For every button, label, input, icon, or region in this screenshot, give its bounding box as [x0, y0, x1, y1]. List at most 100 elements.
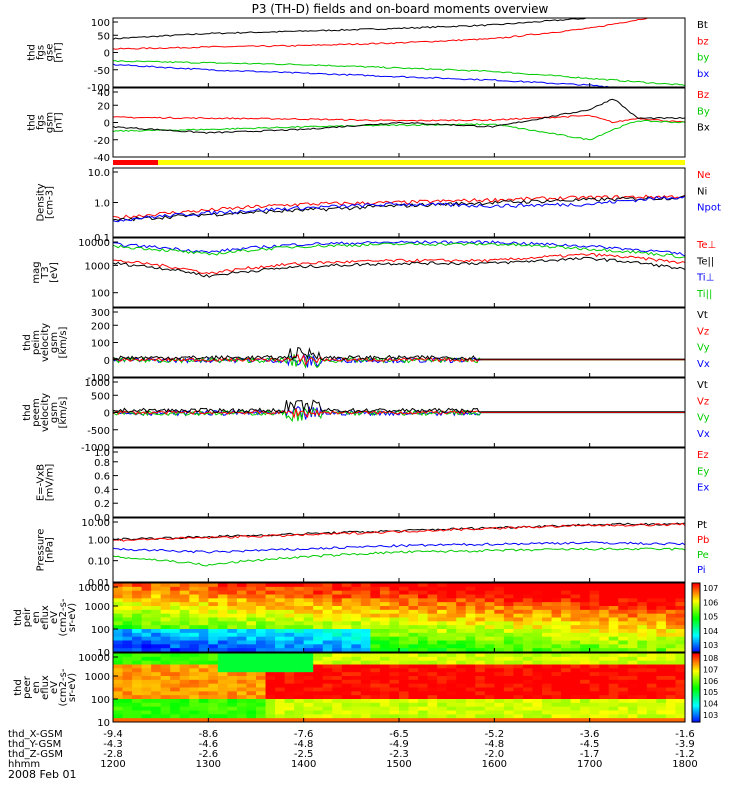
panel-frame: [112, 307, 686, 378]
heatmap-cell: [246, 695, 257, 700]
heatmap-cell: [675, 648, 685, 652]
heatmap-cell: [437, 598, 448, 603]
heatmap-cell: [303, 702, 314, 708]
heatmap-cell: [236, 609, 248, 615]
heatmap-cell: [608, 672, 619, 677]
heatmap-cell: [522, 613, 534, 619]
heatmap-cell: [627, 629, 638, 634]
heatmap-cell: [513, 702, 524, 708]
heatmap-cell: [561, 609, 572, 615]
heatmap-cell: [227, 632, 238, 638]
heatmap-cell: [389, 664, 400, 669]
heatmap-cell: [389, 718, 400, 722]
heatmap-cell: [151, 672, 162, 677]
colorbar-cell: [692, 701, 700, 704]
colorbar-cell: [692, 690, 700, 694]
heatmap-cell: [446, 606, 457, 611]
heatmap-cell: [217, 590, 228, 596]
heatmap-cell: [618, 629, 629, 634]
heatmap-cell: [275, 718, 286, 722]
colorbar-cell: [692, 677, 700, 680]
colorbar-cell: [692, 615, 700, 619]
heatmap-cell: [475, 629, 486, 634]
heatmap-cell: [542, 706, 553, 712]
heatmap-cell: [627, 676, 638, 681]
x-col-value: -2.8: [103, 749, 123, 760]
y-axis-label-line: thd: [22, 404, 33, 421]
colorbar-tick-label: 103: [703, 641, 718, 650]
heatmap-cell: [141, 664, 152, 669]
heatmap-cell: [675, 672, 685, 677]
heatmap-cell: [341, 648, 352, 652]
heatmap-cell: [360, 632, 371, 638]
heatmap-cell: [313, 602, 324, 607]
heatmap-cell: [198, 625, 209, 630]
heatmap-cell: [418, 672, 429, 677]
heatmap-cell: [275, 648, 286, 652]
heatmap-cell: [675, 664, 685, 669]
heatmap-cell: [113, 629, 124, 634]
heatmap-cell: [656, 672, 667, 677]
heatmap-cell: [399, 648, 410, 652]
heatmap-cell: [322, 632, 333, 638]
heatmap-cell: [580, 583, 591, 588]
heatmap-cell: [332, 718, 343, 722]
x-col-value: -4.5: [580, 739, 600, 750]
heatmap-cell: [551, 656, 562, 662]
heatmap-cell: [513, 660, 524, 666]
heatmap-cell: [408, 586, 419, 592]
heatmap-cell: [580, 714, 591, 719]
heatmap-cell: [379, 679, 391, 685]
heatmap-cell: [551, 695, 562, 700]
heatmap-cell: [208, 590, 219, 596]
heatmap-cell: [189, 590, 200, 596]
heatmap-cell: [418, 586, 429, 592]
heatmap-cell: [532, 683, 543, 689]
heatmap-cell: [446, 644, 457, 649]
heatmap-cell: [589, 695, 600, 700]
heatmap-cell: [551, 594, 562, 599]
heatmap-cell: [437, 625, 448, 630]
heatmap-cell: [284, 586, 295, 592]
heatmap-cell: [599, 699, 610, 704]
heatmap-cell: [189, 683, 200, 689]
heatmap-cell: [646, 613, 657, 619]
heatmap-cell: [160, 636, 171, 642]
y-axis-label: E=-VxB[mV/m]: [36, 464, 56, 502]
heatmap-cell: [179, 679, 190, 685]
heatmap-cell: [265, 640, 276, 645]
heatmap-cell: [503, 590, 514, 596]
heatmap-cell: [551, 583, 562, 588]
heatmap-cell: [246, 590, 257, 596]
heatmap-cell: [132, 583, 143, 588]
heatmap-cell: [360, 598, 371, 603]
colorbar-cell: [692, 711, 700, 714]
heatmap-cell: [665, 640, 677, 645]
heatmap-cell: [532, 664, 543, 669]
heatmap-cell: [217, 653, 228, 658]
y-axis-label-line: Density: [36, 183, 47, 221]
heatmap-cell: [646, 606, 657, 611]
heatmap-cell: [418, 699, 429, 704]
heatmap-cell: [170, 664, 181, 669]
heatmap-cell: [646, 629, 657, 634]
legend-Vy: Vy: [697, 413, 710, 424]
heatmap-cell: [284, 609, 295, 615]
heatmap-cell: [522, 664, 534, 669]
heatmap-cell: [141, 609, 152, 615]
heatmap-cell: [141, 656, 152, 662]
colorbar-cell: [692, 684, 700, 687]
heatmap-cell: [532, 629, 543, 634]
heatmap-cell: [665, 691, 677, 696]
heatmap-cell: [179, 598, 190, 603]
heatmap-cell: [303, 687, 314, 692]
heatmap-cell: [399, 644, 410, 649]
colorbar-cell: [692, 643, 700, 646]
heatmap-cell: [332, 629, 343, 634]
heatmap-cell: [475, 664, 486, 669]
heatmap-cell: [217, 617, 228, 622]
heatmap-cell: [551, 679, 562, 685]
heatmap-cell: [465, 653, 476, 658]
x-col-value: -3.9: [675, 739, 695, 750]
heatmap-cell: [484, 602, 495, 607]
